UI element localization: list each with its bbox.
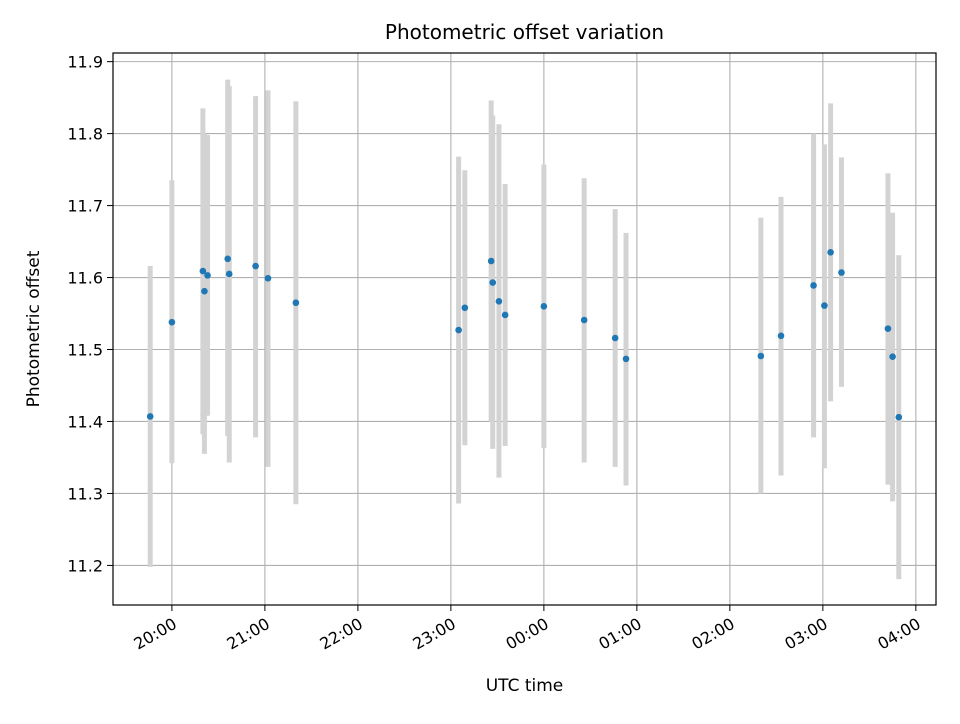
- data-point: [895, 413, 903, 421]
- y-tick-label: 11.3: [67, 484, 103, 503]
- y-tick-label: 11.4: [67, 412, 103, 431]
- data-point: [292, 299, 300, 307]
- data-point: [455, 326, 462, 334]
- data-point: [889, 353, 896, 361]
- x-tick-label: 04:00: [874, 614, 923, 654]
- axis-ticks: 20:00 21:00 22:00 23:00 00:00 01:00 02:00 03:00…: [67, 53, 923, 654]
- chart-title: Photometric offset variation: [385, 20, 664, 44]
- x-tick-label: 01:00: [595, 614, 644, 654]
- data-point: [199, 267, 207, 275]
- x-axis-label: UTC time: [486, 676, 564, 696]
- data-point: [224, 255, 231, 263]
- y-tick-label: 11.8: [67, 125, 103, 144]
- x-tick-label: 02:00: [688, 614, 737, 654]
- y-tick-label: 11.9: [67, 53, 103, 72]
- data-point: [489, 279, 497, 286]
- data-point: [622, 355, 630, 363]
- data-point: [146, 413, 154, 420]
- error-bars: [147, 79, 902, 580]
- data-point: [611, 334, 619, 342]
- data-point: [501, 311, 509, 319]
- plot-frame: [112, 52, 937, 606]
- data-point: [827, 249, 834, 256]
- x-tick-label: 21:00: [223, 614, 272, 654]
- data-point: [264, 274, 272, 282]
- data-point: [461, 304, 469, 312]
- data-point: [821, 302, 828, 309]
- data-points: [146, 249, 903, 421]
- data-point: [252, 262, 259, 270]
- x-tick-label: 03:00: [781, 614, 830, 654]
- data-point: [757, 352, 765, 360]
- data-point: [580, 316, 588, 324]
- y-axis-label: Photometric offset: [24, 250, 44, 407]
- data-point: [225, 270, 233, 278]
- data-point: [201, 287, 208, 295]
- grid-lines: [113, 53, 936, 605]
- data-point: [204, 272, 211, 279]
- data-point: [487, 257, 495, 265]
- y-tick-label: 11.5: [67, 341, 103, 360]
- y-tick-label: 11.7: [67, 197, 103, 216]
- data-point: [168, 318, 176, 326]
- x-tick-label: 00:00: [502, 614, 551, 654]
- x-tick-label: 20:00: [130, 614, 179, 654]
- data-point: [810, 282, 817, 289]
- x-tick-label: 22:00: [316, 614, 365, 654]
- data-point: [777, 332, 785, 340]
- x-tick-label: 23:00: [409, 614, 458, 654]
- y-tick-label: 11.2: [67, 556, 103, 575]
- y-tick-label: 11.6: [67, 269, 103, 288]
- data-point: [540, 303, 548, 310]
- data-point: [838, 269, 845, 276]
- data-point: [495, 297, 503, 305]
- data-point: [884, 325, 892, 332]
